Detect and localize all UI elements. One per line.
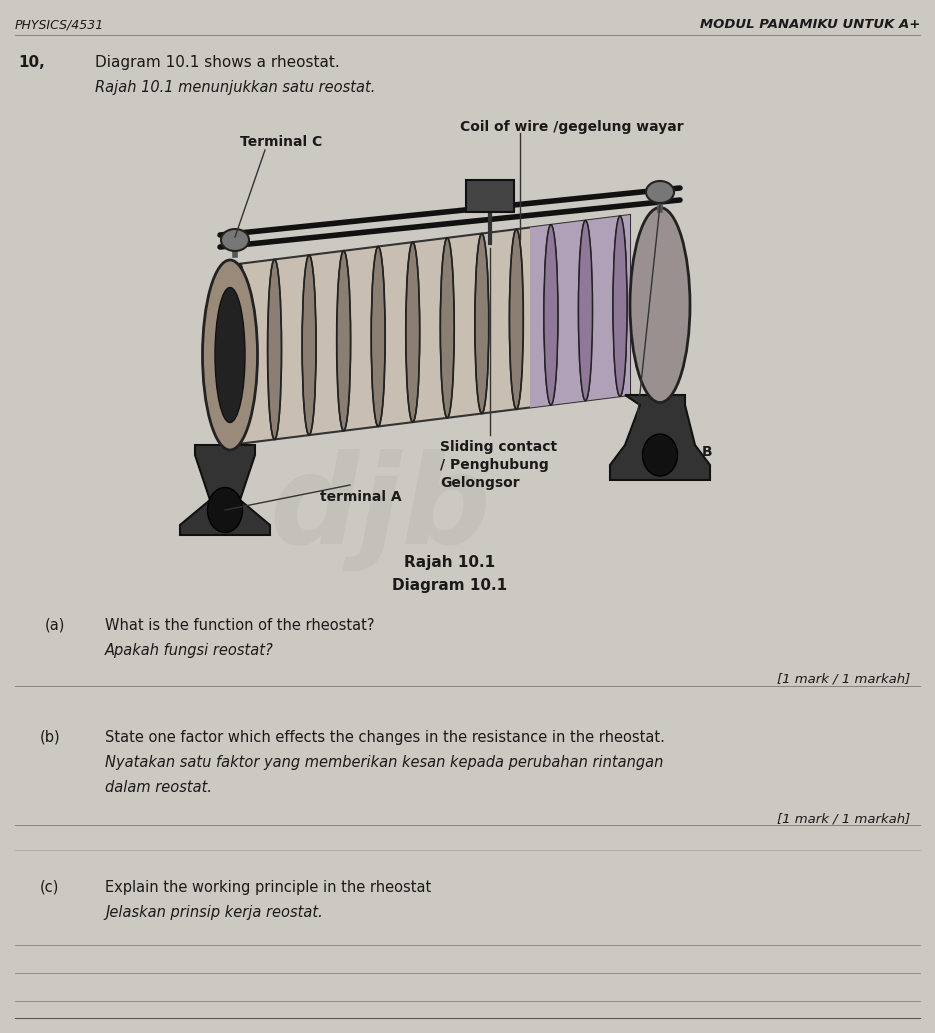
Ellipse shape bbox=[215, 287, 245, 422]
Text: [1 mark / 1 markah]: [1 mark / 1 markah] bbox=[777, 674, 910, 686]
FancyBboxPatch shape bbox=[466, 180, 514, 212]
Text: What is the function of the rheostat?: What is the function of the rheostat? bbox=[105, 618, 375, 633]
Text: Rajah 10.1: Rajah 10.1 bbox=[405, 555, 496, 570]
Text: PHYSICS/4531: PHYSICS/4531 bbox=[15, 18, 104, 31]
Ellipse shape bbox=[613, 216, 627, 397]
Ellipse shape bbox=[221, 229, 249, 251]
Text: Coil of wire /gegelung wayar: Coil of wire /gegelung wayar bbox=[460, 120, 683, 134]
Ellipse shape bbox=[267, 259, 281, 439]
Text: djb: djb bbox=[269, 449, 491, 571]
Text: (c): (c) bbox=[40, 880, 60, 895]
Ellipse shape bbox=[203, 260, 257, 450]
Text: MODUL PANAMIKU UNTUK A+: MODUL PANAMIKU UNTUK A+ bbox=[699, 18, 920, 31]
Polygon shape bbox=[230, 215, 630, 445]
Text: / Penghubung: / Penghubung bbox=[440, 458, 549, 472]
Ellipse shape bbox=[337, 251, 351, 431]
Ellipse shape bbox=[544, 225, 558, 405]
Ellipse shape bbox=[371, 247, 385, 427]
Ellipse shape bbox=[233, 263, 247, 444]
Ellipse shape bbox=[208, 488, 242, 532]
Text: Explain the working principle in the rheostat: Explain the working principle in the rhe… bbox=[105, 880, 431, 895]
Ellipse shape bbox=[302, 255, 316, 435]
Text: State one factor which effects the changes in the resistance in the rheostat.: State one factor which effects the chang… bbox=[105, 730, 665, 745]
Ellipse shape bbox=[475, 233, 489, 413]
Polygon shape bbox=[530, 215, 630, 407]
Ellipse shape bbox=[613, 216, 627, 397]
Text: Terminal B: Terminal B bbox=[630, 445, 712, 459]
Text: terminal A: terminal A bbox=[320, 490, 402, 504]
Text: Apakah fungsi reostat?: Apakah fungsi reostat? bbox=[105, 643, 274, 658]
Ellipse shape bbox=[440, 238, 454, 417]
Text: (b): (b) bbox=[40, 730, 61, 745]
Ellipse shape bbox=[544, 225, 558, 405]
Text: Diagram 10.1: Diagram 10.1 bbox=[393, 578, 508, 593]
Polygon shape bbox=[180, 445, 270, 535]
Ellipse shape bbox=[642, 434, 678, 476]
Ellipse shape bbox=[579, 221, 593, 401]
Ellipse shape bbox=[630, 208, 690, 403]
Text: Jelaskan prinsip kerja reostat.: Jelaskan prinsip kerja reostat. bbox=[105, 905, 323, 920]
Text: Nyatakan satu faktor yang memberikan kesan kepada perubahan rintangan: Nyatakan satu faktor yang memberikan kes… bbox=[105, 755, 663, 770]
Ellipse shape bbox=[646, 181, 674, 204]
Ellipse shape bbox=[406, 242, 420, 422]
Text: Gelongsor: Gelongsor bbox=[440, 476, 520, 490]
Ellipse shape bbox=[510, 229, 524, 409]
Text: [1 mark / 1 markah]: [1 mark / 1 markah] bbox=[777, 812, 910, 825]
Text: Rajah 10.1 menunjukkan satu reostat.: Rajah 10.1 menunjukkan satu reostat. bbox=[95, 80, 375, 95]
Text: Diagram 10.1 shows a rheostat.: Diagram 10.1 shows a rheostat. bbox=[95, 55, 339, 70]
Text: (a): (a) bbox=[45, 618, 65, 633]
Text: dalam reostat.: dalam reostat. bbox=[105, 780, 212, 795]
Text: Sliding contact: Sliding contact bbox=[440, 440, 557, 453]
Polygon shape bbox=[610, 395, 710, 480]
Ellipse shape bbox=[579, 221, 593, 401]
Text: Terminal C: Terminal C bbox=[240, 135, 323, 149]
Text: 10,: 10, bbox=[18, 55, 45, 70]
